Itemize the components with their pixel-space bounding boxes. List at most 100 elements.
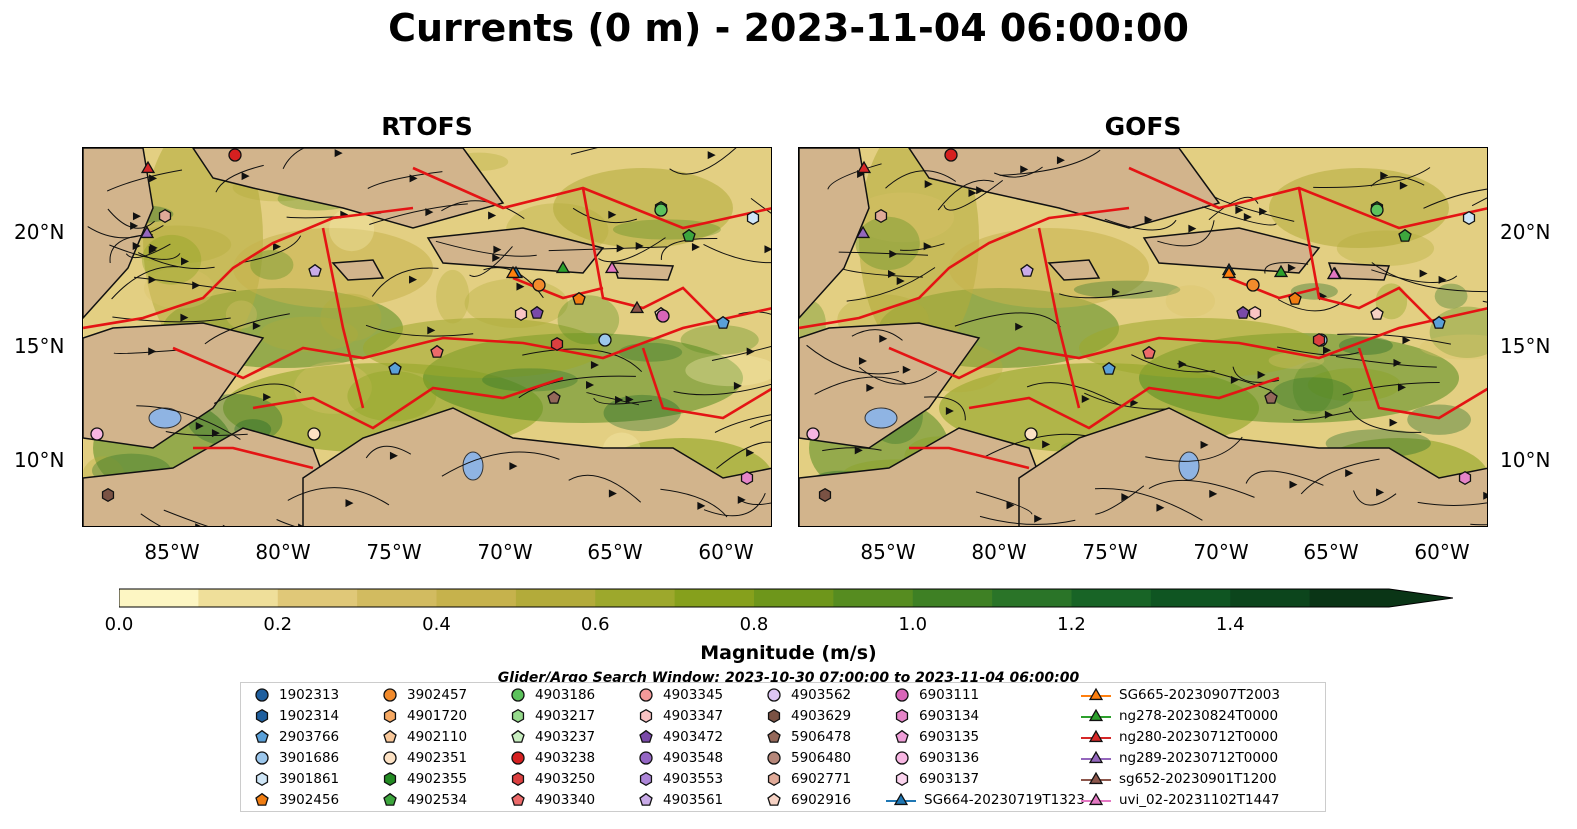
streamline-arrow: [1235, 206, 1244, 215]
platform-marker: [654, 203, 668, 217]
latitude-label-right: 20°N: [1500, 220, 1551, 244]
page-title: Currents (0 m) - 2023-11-04 06:00:00: [388, 6, 1189, 50]
colorbar-bin: [595, 589, 676, 607]
longitude-label: 70°W: [1193, 540, 1249, 564]
speed-field: [1375, 283, 1408, 320]
legend-item: SG665-20230907T2003: [1081, 687, 1280, 703]
streamline-arrow: [879, 334, 888, 343]
legend-marker-icon: [767, 729, 781, 743]
colorbar-tick-label: 0.8: [739, 614, 769, 635]
streamline: [749, 419, 771, 429]
longitude-label: 80°W: [255, 540, 311, 564]
streamline: [165, 431, 248, 436]
legend-label: 4902534: [407, 792, 468, 808]
legend-marker-icon: [1081, 750, 1111, 764]
streamline: [1104, 218, 1177, 231]
streamline: [703, 493, 766, 517]
legend-marker-icon: [255, 688, 269, 702]
legend-label: 4903472: [663, 729, 724, 745]
legend-label: 4903238: [535, 750, 596, 766]
legend-marker-icon: [511, 771, 525, 787]
longitude-label: 85°W: [860, 540, 916, 564]
colorbar-bin: [436, 589, 517, 607]
streamline: [1026, 382, 1124, 408]
legend-label: 3902457: [407, 687, 468, 703]
speed-field: [1292, 362, 1334, 414]
streamline-arrow: [263, 393, 272, 402]
platform-marker: [1312, 332, 1326, 348]
legend-label: 4903562: [791, 687, 852, 703]
streamline-arrow: [691, 243, 700, 252]
streamline: [838, 251, 929, 256]
legend-marker-icon: [767, 688, 781, 702]
speed-field: [1271, 377, 1354, 412]
longitude-label: 80°W: [971, 540, 1027, 564]
platform-marker: [682, 228, 696, 242]
streamline-arrow: [1200, 440, 1209, 449]
streamline: [924, 396, 966, 421]
speed-field: [1407, 404, 1471, 435]
streamline-arrow: [1483, 491, 1487, 500]
streamline-arrow: [707, 151, 716, 160]
legend-marker-icon: [255, 751, 269, 765]
speed-field: [1429, 306, 1487, 359]
panel-title-gofs: GOFS: [1104, 112, 1182, 141]
map-panel-gofs[interactable]: [798, 147, 1488, 527]
streamline: [740, 500, 771, 506]
platform-marker: [629, 300, 645, 314]
legend-label: 3901686: [279, 750, 340, 766]
legend-item: 4902355: [381, 771, 467, 787]
streamline-arrow: [858, 356, 867, 365]
speed-field: [436, 269, 470, 324]
platform-marker: [1458, 470, 1472, 486]
legend-label: sg652-20230901T1200: [1119, 771, 1277, 787]
streamline: [518, 375, 636, 399]
legend-label: 3901861: [279, 771, 340, 787]
colorbar-bin: [119, 589, 199, 607]
speed-field: [1336, 230, 1435, 267]
legend-marker-icon: [1081, 792, 1111, 806]
legend-marker-icon: [383, 688, 397, 702]
legend-label: ng280-20230712T0000: [1119, 729, 1279, 745]
eez-boundary: [1037, 227, 1081, 409]
platform-marker: [547, 390, 561, 404]
streamline-arrow: [1056, 156, 1065, 165]
eez-boundary: [1297, 187, 1440, 329]
legend-item: 4903237: [509, 729, 595, 745]
map-panel-rtofs[interactable]: [82, 147, 772, 527]
legend-marker-icon: [511, 792, 525, 806]
streamline-arrow: [180, 313, 189, 322]
streamline: [1245, 470, 1324, 486]
streamline: [276, 519, 295, 526]
legend-item: 4903561: [637, 792, 723, 808]
streamline-arrow: [334, 149, 343, 158]
streamline: [111, 266, 179, 300]
platform-marker: [550, 336, 564, 352]
platform-marker: [598, 333, 612, 347]
streamline: [1423, 188, 1487, 209]
streamline: [1131, 354, 1216, 373]
legend-label: 6903135: [919, 729, 980, 745]
legend-marker-icon: [767, 751, 781, 765]
streamline-arrow: [409, 275, 418, 284]
streamline-arrow: [968, 188, 977, 197]
streamline: [827, 163, 882, 190]
colorbar-tick-label: 0.6: [580, 614, 610, 635]
streamline-arrow: [746, 448, 755, 457]
eez-boundary: [968, 376, 1280, 430]
streamline-arrow: [866, 383, 875, 392]
legend-marker-icon: [639, 708, 653, 724]
streamline: [522, 348, 643, 373]
legend-marker-icon: [511, 751, 525, 765]
colorbar-bin: [277, 589, 358, 607]
streamline: [109, 244, 181, 260]
eez-boundary: [799, 206, 1130, 330]
streamline-arrow: [241, 172, 250, 181]
legend-label: 4903561: [663, 792, 724, 808]
platform-marker: [1102, 361, 1116, 375]
streamline-arrow: [298, 523, 304, 526]
legend-item: 6903134: [893, 708, 979, 724]
legend-item: 4901720: [381, 708, 467, 724]
legend-marker-icon: [511, 708, 525, 724]
current-map: [799, 148, 1487, 526]
